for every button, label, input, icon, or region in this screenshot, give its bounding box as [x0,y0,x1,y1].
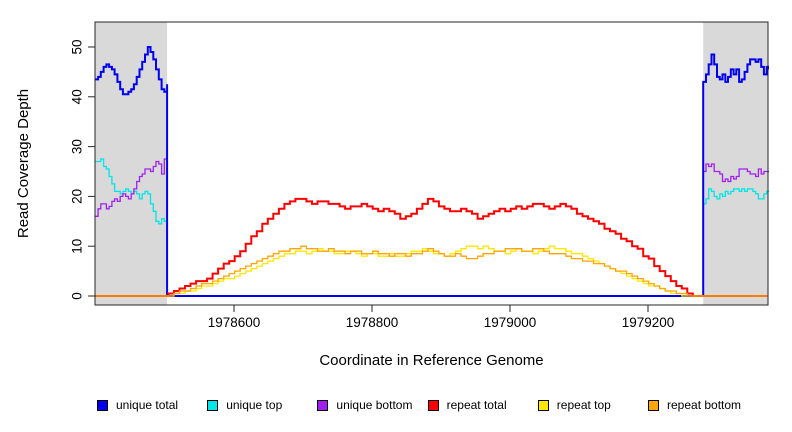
series-group [95,46,769,297]
plot-box [94,21,769,306]
series-line-repeat-bottom [95,245,769,297]
legend-swatch [317,399,329,411]
legend-item-unique-total: unique total [97,398,178,412]
y-tick-label: 10 [70,239,85,254]
legend-swatch [537,399,549,411]
y-tick-label: 50 [70,39,85,54]
legend-label: unique bottom [336,398,413,412]
legend-label: repeat bottom [667,398,742,412]
legend-swatch [427,399,439,411]
legend: unique total unique top unique bottom repea… [0,398,792,418]
y-tick-label: 40 [70,89,85,104]
y-tick-label: 20 [70,189,85,204]
legend-swatch [97,399,108,411]
x-tick-label: 1978800 [346,315,399,330]
legend-swatch [207,399,219,411]
y-tick-label: 30 [70,139,85,154]
legend-swatch [648,399,659,411]
series-line-unique-top [95,158,769,297]
y-tick-label: 0 [70,292,85,300]
legend-item-repeat-bottom: repeat bottom [648,398,741,412]
series-line-repeat-total [95,197,769,297]
legend-item-unique-top: unique top [207,398,282,412]
legend-label: repeat total [446,398,507,412]
legend-label: repeat top [556,398,611,412]
x-tick-label: 1978600 [208,315,261,330]
legend-item-repeat-top: repeat top [537,398,611,412]
x-axis-title: Coordinate in Reference Genome [319,352,543,369]
y-axis-title: Read Coverage Depth [15,89,32,238]
legend-item-repeat-total: repeat total [427,398,507,412]
series-line-unique-bottom [95,158,769,297]
legend-label: unique top [226,398,283,412]
legend-label: unique total [116,398,179,412]
x-tick-label: 1979200 [622,315,675,330]
series-line-unique-total [95,46,769,297]
legend-item-unique-bottom: unique bottom [317,398,412,412]
x-tick-label: 1979000 [484,315,537,330]
